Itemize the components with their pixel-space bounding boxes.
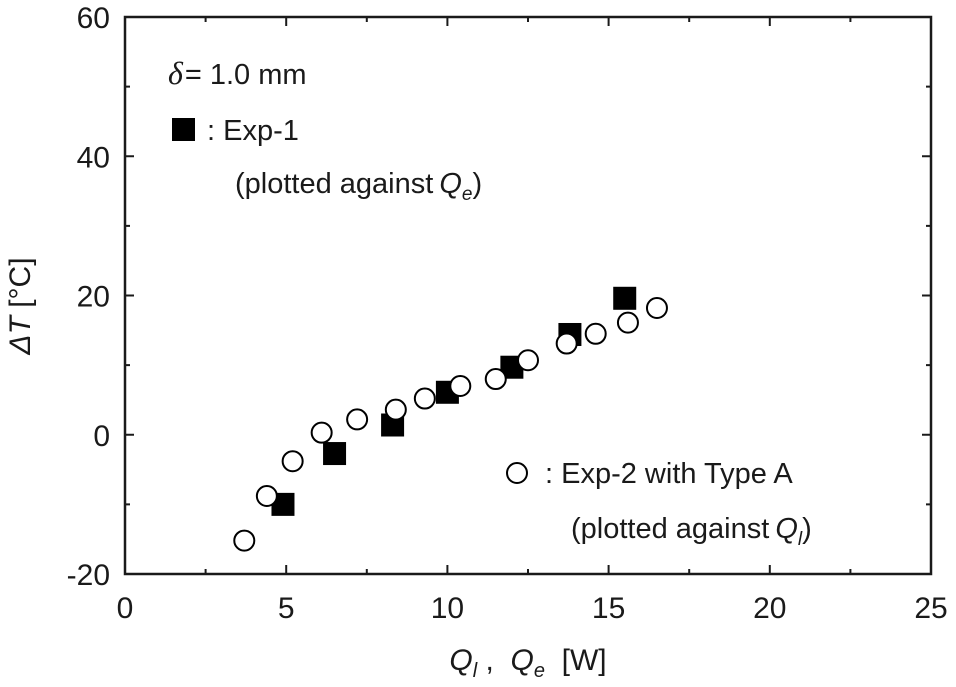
axis-ticks: [124, 16, 932, 575]
exp2-legend-note: (plotted against Ql): [571, 513, 812, 550]
exp1-legend-marker: [172, 118, 195, 141]
x-tick-label: 5: [278, 592, 295, 625]
exp1-legend-note: (plotted against Qe): [235, 168, 482, 205]
exp2-point: [413, 387, 436, 410]
exp2-point: [555, 332, 578, 355]
x-tick-label: 0: [117, 592, 134, 625]
exp1-legend-label: : Exp-1: [207, 115, 299, 147]
exp2-point: [616, 311, 639, 334]
exp2-point: [310, 421, 333, 444]
y-tick-label: 0: [93, 420, 110, 453]
plot-frame: [123, 15, 933, 576]
exp2-point: [255, 485, 278, 508]
y-tick-label: 20: [77, 281, 110, 314]
exp2-point: [584, 322, 607, 345]
exp2-legend-marker: [506, 462, 528, 484]
x-tick-label: 15: [592, 592, 625, 625]
exp2-point: [517, 349, 539, 372]
series-exp2: [233, 297, 668, 552]
y-tick-label: 60: [77, 2, 110, 35]
y-tick-label: -20: [67, 559, 110, 592]
y-axis-title: ΔT [°C]: [4, 257, 37, 355]
x-tick-label: 10: [431, 592, 464, 625]
x-tick-label: 25: [914, 592, 947, 625]
exp2-legend-label: : Exp-2 with Type A: [545, 458, 793, 490]
exp1-point: [323, 442, 347, 466]
exp2-point: [384, 398, 407, 421]
delta-annotation: δ= 1.0 mm: [168, 55, 307, 91]
exp2-point: [645, 297, 668, 320]
exp2-point: [233, 529, 256, 552]
exp2-point: [449, 375, 472, 398]
exp1-point: [613, 286, 637, 310]
exp2-point: [484, 368, 507, 391]
exp2-point: [281, 450, 304, 473]
x-axis-title: Ql , Qe [W]: [449, 644, 606, 682]
x-tick-label: 20: [753, 592, 786, 625]
y-tick-label: 40: [77, 141, 110, 174]
exp2-point: [346, 408, 369, 431]
